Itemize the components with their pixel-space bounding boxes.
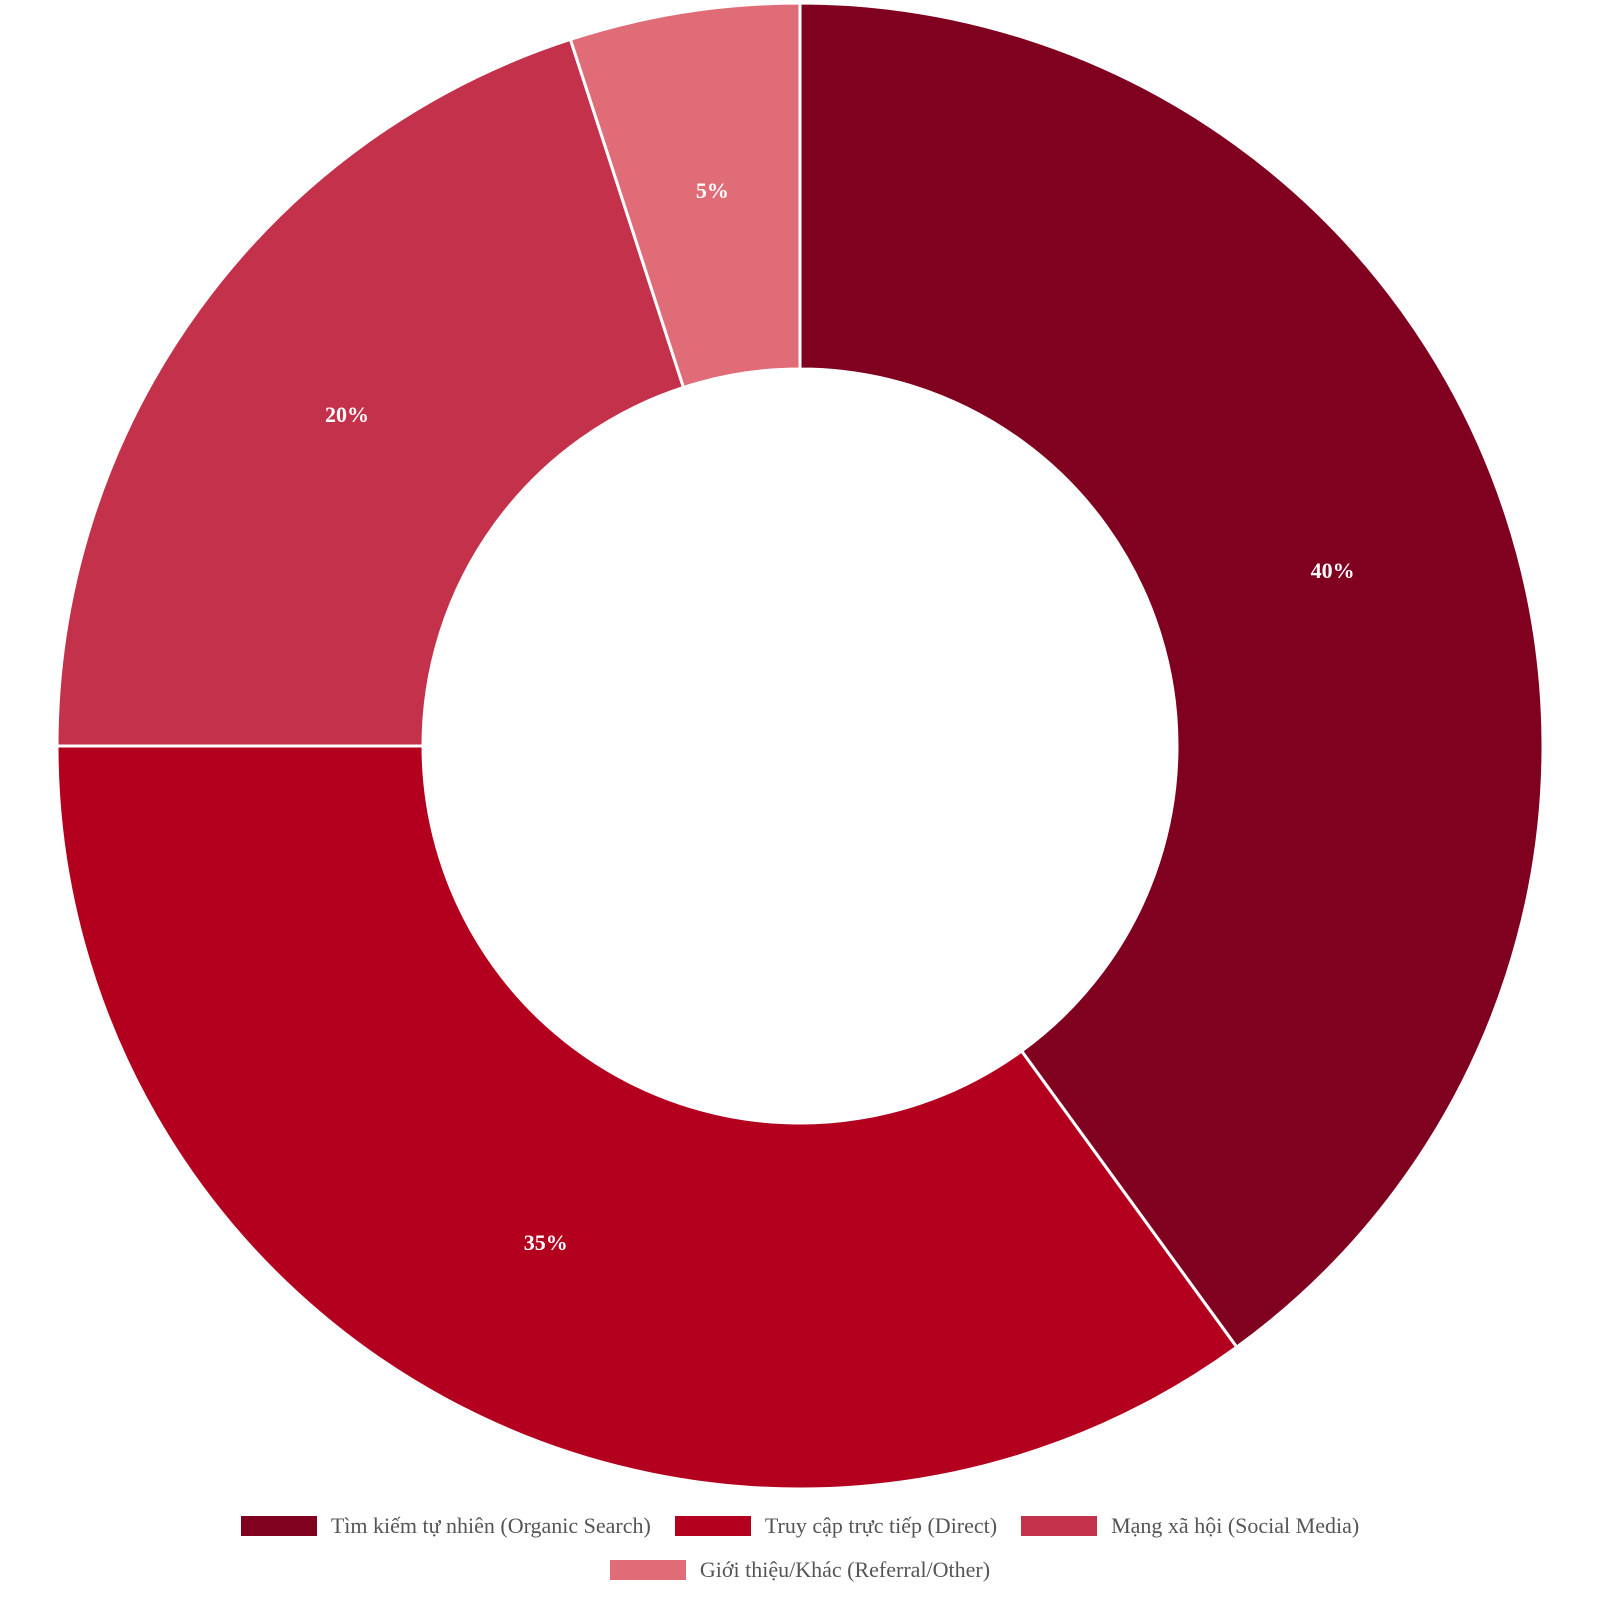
legend-item-3[interactable]: Mạng xã hội (Social Media) [1021, 1508, 1359, 1544]
legend-item-4[interactable]: Giới thiệu/Khác (Referral/Other) [609, 1552, 991, 1588]
slice-value-label-2: 35% [524, 1230, 568, 1255]
donut-slice-3 [55, 37, 686, 748]
slice-value-label-3: 20% [325, 402, 369, 427]
slice-value-label-4: 5% [696, 178, 729, 203]
legend-label: Giới thiệu/Khác (Referral/Other) [699, 1557, 991, 1582]
donut-slice-1 [798, 1, 1545, 1350]
legend-swatch [674, 1516, 751, 1536]
legend-swatch [1021, 1516, 1098, 1536]
donut-slice-4 [568, 1, 802, 390]
legend-label: Tìm kiếm tự nhiên (Organic Search) [330, 1513, 651, 1538]
legend-swatch [609, 1560, 686, 1580]
legend-item-1[interactable]: Tìm kiếm tự nhiên (Organic Search) [240, 1508, 651, 1544]
slice-value-label-1: 40% [1311, 558, 1355, 583]
donut-slice-2 [55, 744, 1239, 1491]
legend-item-2[interactable]: Truy cập trực tiếp (Direct) [674, 1508, 998, 1544]
legend-label: Mạng xã hội (Social Media) [1111, 1513, 1360, 1538]
legend-label: Truy cập trực tiếp (Direct) [764, 1513, 998, 1538]
chart-legend: Tìm kiếm tự nhiên (Organic Search) Truy c… [0, 1508, 1600, 1588]
legend-swatch [240, 1516, 317, 1536]
